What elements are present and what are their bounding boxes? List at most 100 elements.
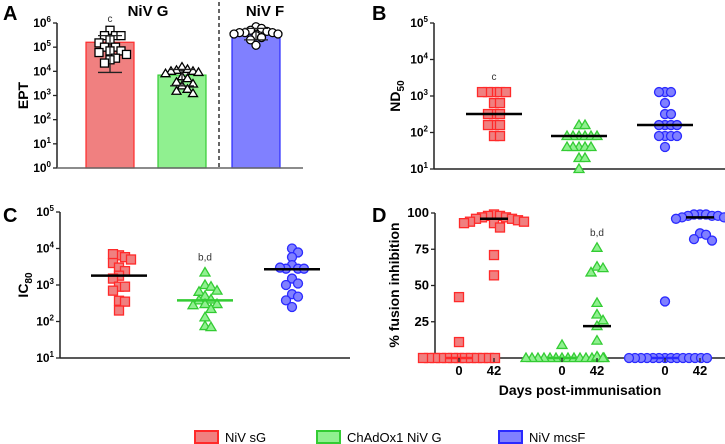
data-point [94,47,104,58]
data-point [107,249,119,260]
y-tick-label: 50 [415,278,429,293]
y-tick-label: 103 [36,277,54,292]
y-tick-label: 102 [33,112,51,127]
data-point [107,285,119,296]
panel-c-y-axis: 101 102 103 104 105 [36,204,61,365]
y-axis-label: ND50 [387,80,407,112]
legend-swatch [316,430,341,444]
y-tick-label: 103 [410,88,428,103]
data-point [453,336,465,348]
data-point [494,119,506,131]
panel-a-y-axis: 100 101 102 103 104 105 106 [33,15,58,175]
legend-label: ChAdOx1 NiV G [347,430,442,444]
data-point [653,86,665,98]
data-point [572,162,586,174]
data-point [273,29,283,39]
data-point [121,49,132,60]
legend-item: ChAdOx1 NiV G [316,430,442,444]
data-point [119,281,131,292]
data-point [181,63,194,74]
data-point [519,351,533,363]
panel-label-d: D [372,205,386,227]
significance-annotation: b,d [198,253,212,264]
data-point [596,261,610,273]
data-point [165,65,177,75]
data-point [292,291,304,302]
data-point [170,85,183,95]
data-point [125,254,137,265]
legend: NiV sG ChAdOx1 NiV G NiV mcsF [194,430,585,444]
data-point [488,270,500,281]
data-point [482,119,494,131]
data-point [555,338,569,350]
y-tick-label: 101 [33,136,51,151]
data-point [198,297,212,309]
data-point [494,222,506,233]
data-point [584,140,598,152]
data-point [187,78,199,88]
y-tick-label: 105 [36,204,54,219]
legend-item: NiV mcsF [498,430,585,444]
x-tick-label: 42 [693,363,707,378]
legend-label: NiV mcsF [529,430,585,444]
data-point [590,296,604,308]
data-point [659,141,671,153]
panel-label-c: C [3,205,17,227]
y-tick-label: 25 [415,314,429,329]
x-tick-label: 42 [590,363,604,378]
y-tick-label: 104 [410,52,428,67]
y-tick-label: 102 [36,314,54,329]
group-title: NiV F [246,3,284,20]
legend-item: NiV sG [194,430,266,444]
data-point [204,302,218,314]
y-tick-label: 100 [407,205,429,220]
data-point [489,352,501,364]
data-point [700,229,712,240]
x-tick-label: 0 [558,363,565,378]
x-tick-label: 42 [487,363,501,378]
y-axis-label: IC80 [15,272,35,298]
x-tick-label: 0 [455,363,462,378]
data-point [596,314,610,325]
data-point [584,266,598,277]
data-point [578,118,592,130]
data-point [671,130,683,142]
panel-label-b: B [372,3,386,25]
data-point [105,25,115,35]
y-tick-label: 101 [36,350,54,365]
y-tick-label: 75 [415,241,429,256]
data-point [210,297,224,309]
data-point [623,352,635,364]
y-tick-label: 104 [33,63,51,78]
data-point [292,278,304,289]
data-point [494,97,506,109]
data-point [488,249,500,261]
data-point [578,151,592,163]
y-tick-label: 102 [410,125,428,140]
data-point [688,233,700,245]
data-point [417,352,429,364]
data-point [280,279,292,291]
data-point [113,305,125,316]
data-point [500,86,512,98]
y-axis-label: EPT [15,81,31,109]
data-point [119,296,131,307]
panel-b-y-axis: 101 102 103 104 105 [410,15,435,176]
x-axis-label: Days post-immunisation [499,382,662,398]
data-point [181,72,194,83]
panel-label-a: A [3,3,17,25]
data-point [274,262,286,273]
data-point [718,212,725,223]
data-point [204,280,218,291]
data-point [204,320,218,332]
y-tick-label: 100 [33,160,51,175]
data-point [280,295,292,306]
data-point [596,351,610,363]
data-point [590,334,604,345]
data-point [665,86,677,98]
y-tick-label: 105 [33,39,51,54]
data-point [659,296,671,307]
data-point [665,108,677,120]
